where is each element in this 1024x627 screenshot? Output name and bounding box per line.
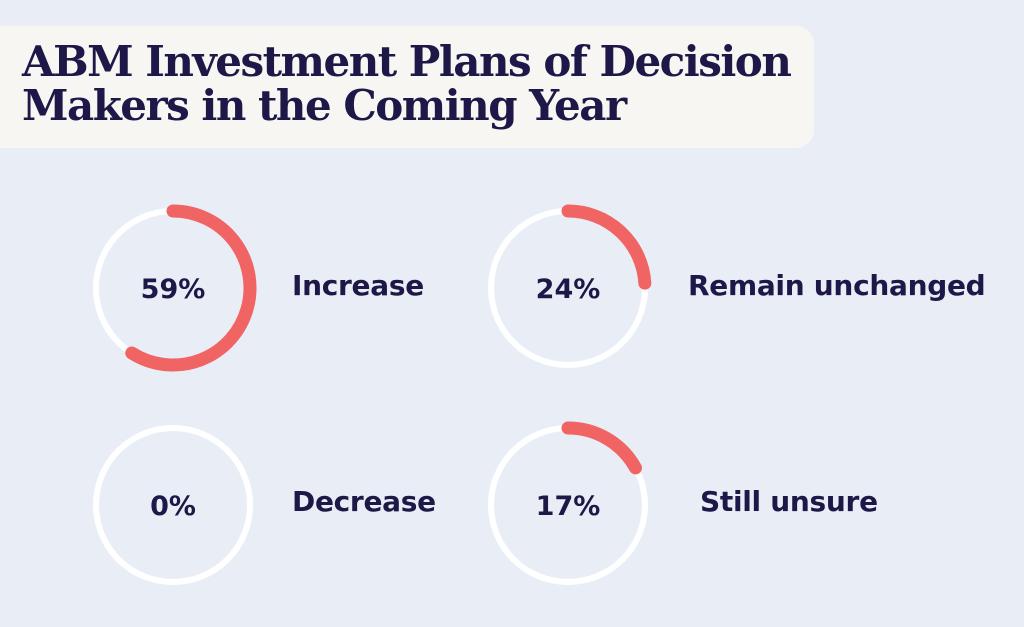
title-line-1: ABM Investment Plans of Decision: [22, 37, 792, 86]
category-label-still-unsure: Still unsure: [700, 485, 878, 518]
value-label-decrease: 0%: [150, 491, 196, 522]
donut-track: [93, 425, 253, 585]
title-panel: [0, 26, 814, 148]
donut-arc-remain-unchanged: [561, 204, 652, 290]
donut-arc-still-unsure: [561, 421, 642, 475]
donut-decrease: 0%: [93, 425, 253, 585]
category-label-increase: Increase: [292, 269, 424, 302]
donut-remain-unchanged: 24%: [488, 204, 652, 368]
donut-still-unsure: 17%: [488, 421, 648, 585]
value-label-still-unsure: 17%: [536, 491, 601, 522]
title-line-2: Makers in the Coming Year: [22, 81, 627, 130]
value-label-increase: 59%: [141, 274, 206, 305]
value-label-remain-unchanged: 24%: [536, 274, 601, 305]
donut-increase: 59%: [93, 204, 257, 372]
donut-arc-increase: [125, 204, 257, 372]
category-label-decrease: Decrease: [292, 485, 436, 518]
category-label-remain-unchanged: Remain unchanged: [688, 269, 986, 302]
chart-title: ABM Investment Plans of Decision Makers …: [22, 37, 792, 130]
